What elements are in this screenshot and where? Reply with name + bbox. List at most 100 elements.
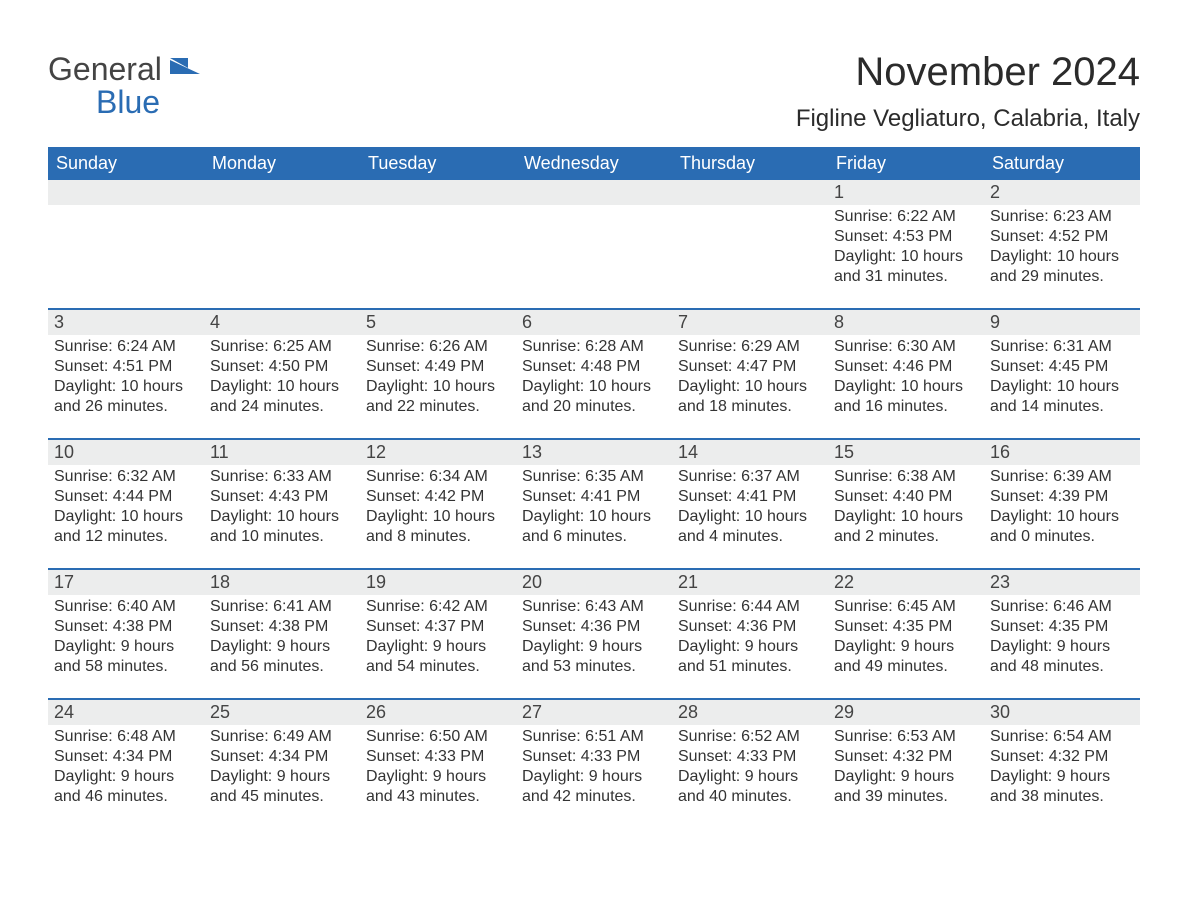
day-body: Sunrise: 6:22 AMSunset: 4:53 PMDaylight:… bbox=[828, 205, 984, 291]
week-row: 24Sunrise: 6:48 AMSunset: 4:34 PMDayligh… bbox=[48, 698, 1140, 828]
day-cell bbox=[360, 180, 516, 308]
sunrise-text: Sunrise: 6:38 AM bbox=[834, 467, 978, 487]
day-cell: 17Sunrise: 6:40 AMSunset: 4:38 PMDayligh… bbox=[48, 570, 204, 698]
sunset-text: Sunset: 4:40 PM bbox=[834, 487, 978, 507]
sunset-text: Sunset: 4:32 PM bbox=[990, 747, 1134, 767]
day-body: Sunrise: 6:39 AMSunset: 4:39 PMDaylight:… bbox=[984, 465, 1140, 551]
day-number: 18 bbox=[204, 570, 360, 595]
day-cell: 18Sunrise: 6:41 AMSunset: 4:38 PMDayligh… bbox=[204, 570, 360, 698]
daylight-text: Daylight: 9 hours and 54 minutes. bbox=[366, 637, 510, 677]
day-number: 2 bbox=[984, 180, 1140, 205]
day-of-week-header: Sunday Monday Tuesday Wednesday Thursday… bbox=[48, 147, 1140, 180]
daylight-text: Daylight: 9 hours and 39 minutes. bbox=[834, 767, 978, 807]
day-body: Sunrise: 6:25 AMSunset: 4:50 PMDaylight:… bbox=[204, 335, 360, 421]
day-number: 17 bbox=[48, 570, 204, 595]
daylight-text: Daylight: 9 hours and 38 minutes. bbox=[990, 767, 1134, 807]
sunrise-text: Sunrise: 6:41 AM bbox=[210, 597, 354, 617]
sunset-text: Sunset: 4:50 PM bbox=[210, 357, 354, 377]
sunset-text: Sunset: 4:38 PM bbox=[54, 617, 198, 637]
sunrise-text: Sunrise: 6:52 AM bbox=[678, 727, 822, 747]
sunset-text: Sunset: 4:43 PM bbox=[210, 487, 354, 507]
dow-sunday: Sunday bbox=[48, 147, 204, 180]
day-number: 10 bbox=[48, 440, 204, 465]
day-number bbox=[672, 180, 828, 205]
daylight-text: Daylight: 9 hours and 48 minutes. bbox=[990, 637, 1134, 677]
sunrise-text: Sunrise: 6:28 AM bbox=[522, 337, 666, 357]
daylight-text: Daylight: 9 hours and 58 minutes. bbox=[54, 637, 198, 677]
day-number: 12 bbox=[360, 440, 516, 465]
sunset-text: Sunset: 4:41 PM bbox=[522, 487, 666, 507]
sunset-text: Sunset: 4:39 PM bbox=[990, 487, 1134, 507]
sunset-text: Sunset: 4:44 PM bbox=[54, 487, 198, 507]
dow-tuesday: Tuesday bbox=[360, 147, 516, 180]
day-cell: 16Sunrise: 6:39 AMSunset: 4:39 PMDayligh… bbox=[984, 440, 1140, 568]
day-number: 7 bbox=[672, 310, 828, 335]
day-number: 20 bbox=[516, 570, 672, 595]
day-cell: 22Sunrise: 6:45 AMSunset: 4:35 PMDayligh… bbox=[828, 570, 984, 698]
daylight-text: Daylight: 9 hours and 53 minutes. bbox=[522, 637, 666, 677]
daylight-text: Daylight: 9 hours and 45 minutes. bbox=[210, 767, 354, 807]
logo-text-blue: Blue bbox=[96, 84, 204, 121]
sunrise-text: Sunrise: 6:50 AM bbox=[366, 727, 510, 747]
daylight-text: Daylight: 10 hours and 10 minutes. bbox=[210, 507, 354, 547]
dow-wednesday: Wednesday bbox=[516, 147, 672, 180]
sunset-text: Sunset: 4:52 PM bbox=[990, 227, 1134, 247]
daylight-text: Daylight: 10 hours and 16 minutes. bbox=[834, 377, 978, 417]
day-number: 4 bbox=[204, 310, 360, 335]
daylight-text: Daylight: 10 hours and 0 minutes. bbox=[990, 507, 1134, 547]
daylight-text: Daylight: 10 hours and 29 minutes. bbox=[990, 247, 1134, 287]
day-number: 11 bbox=[204, 440, 360, 465]
day-number: 25 bbox=[204, 700, 360, 725]
day-body: Sunrise: 6:24 AMSunset: 4:51 PMDaylight:… bbox=[48, 335, 204, 421]
day-number: 6 bbox=[516, 310, 672, 335]
daylight-text: Daylight: 10 hours and 4 minutes. bbox=[678, 507, 822, 547]
day-number: 5 bbox=[360, 310, 516, 335]
day-cell: 12Sunrise: 6:34 AMSunset: 4:42 PMDayligh… bbox=[360, 440, 516, 568]
sunrise-text: Sunrise: 6:49 AM bbox=[210, 727, 354, 747]
day-body: Sunrise: 6:49 AMSunset: 4:34 PMDaylight:… bbox=[204, 725, 360, 811]
day-number: 3 bbox=[48, 310, 204, 335]
day-number bbox=[48, 180, 204, 205]
sunrise-text: Sunrise: 6:31 AM bbox=[990, 337, 1134, 357]
day-number bbox=[204, 180, 360, 205]
day-body: Sunrise: 6:50 AMSunset: 4:33 PMDaylight:… bbox=[360, 725, 516, 811]
logo: General Blue bbox=[48, 50, 204, 121]
dow-thursday: Thursday bbox=[672, 147, 828, 180]
day-number: 15 bbox=[828, 440, 984, 465]
day-body: Sunrise: 6:35 AMSunset: 4:41 PMDaylight:… bbox=[516, 465, 672, 551]
day-cell: 25Sunrise: 6:49 AMSunset: 4:34 PMDayligh… bbox=[204, 700, 360, 828]
daylight-text: Daylight: 10 hours and 20 minutes. bbox=[522, 377, 666, 417]
location-subtitle: Figline Vegliaturo, Calabria, Italy bbox=[796, 105, 1140, 133]
day-body: Sunrise: 6:43 AMSunset: 4:36 PMDaylight:… bbox=[516, 595, 672, 681]
daylight-text: Daylight: 10 hours and 2 minutes. bbox=[834, 507, 978, 547]
dow-saturday: Saturday bbox=[984, 147, 1140, 180]
day-number: 28 bbox=[672, 700, 828, 725]
day-cell: 9Sunrise: 6:31 AMSunset: 4:45 PMDaylight… bbox=[984, 310, 1140, 438]
sunset-text: Sunset: 4:34 PM bbox=[210, 747, 354, 767]
dow-friday: Friday bbox=[828, 147, 984, 180]
day-cell: 4Sunrise: 6:25 AMSunset: 4:50 PMDaylight… bbox=[204, 310, 360, 438]
weeks-container: 1Sunrise: 6:22 AMSunset: 4:53 PMDaylight… bbox=[48, 180, 1140, 828]
day-cell bbox=[672, 180, 828, 308]
daylight-text: Daylight: 10 hours and 6 minutes. bbox=[522, 507, 666, 547]
sunset-text: Sunset: 4:33 PM bbox=[522, 747, 666, 767]
sunrise-text: Sunrise: 6:35 AM bbox=[522, 467, 666, 487]
daylight-text: Daylight: 10 hours and 31 minutes. bbox=[834, 247, 978, 287]
sunrise-text: Sunrise: 6:46 AM bbox=[990, 597, 1134, 617]
day-cell: 28Sunrise: 6:52 AMSunset: 4:33 PMDayligh… bbox=[672, 700, 828, 828]
day-cell: 5Sunrise: 6:26 AMSunset: 4:49 PMDaylight… bbox=[360, 310, 516, 438]
sunrise-text: Sunrise: 6:33 AM bbox=[210, 467, 354, 487]
day-number: 9 bbox=[984, 310, 1140, 335]
day-cell: 14Sunrise: 6:37 AMSunset: 4:41 PMDayligh… bbox=[672, 440, 828, 568]
sunrise-text: Sunrise: 6:53 AM bbox=[834, 727, 978, 747]
day-cell bbox=[516, 180, 672, 308]
sunset-text: Sunset: 4:49 PM bbox=[366, 357, 510, 377]
sunset-text: Sunset: 4:42 PM bbox=[366, 487, 510, 507]
flag-icon bbox=[170, 58, 204, 80]
day-number: 21 bbox=[672, 570, 828, 595]
daylight-text: Daylight: 9 hours and 42 minutes. bbox=[522, 767, 666, 807]
day-number bbox=[360, 180, 516, 205]
sunrise-text: Sunrise: 6:40 AM bbox=[54, 597, 198, 617]
sunset-text: Sunset: 4:48 PM bbox=[522, 357, 666, 377]
sunset-text: Sunset: 4:46 PM bbox=[834, 357, 978, 377]
